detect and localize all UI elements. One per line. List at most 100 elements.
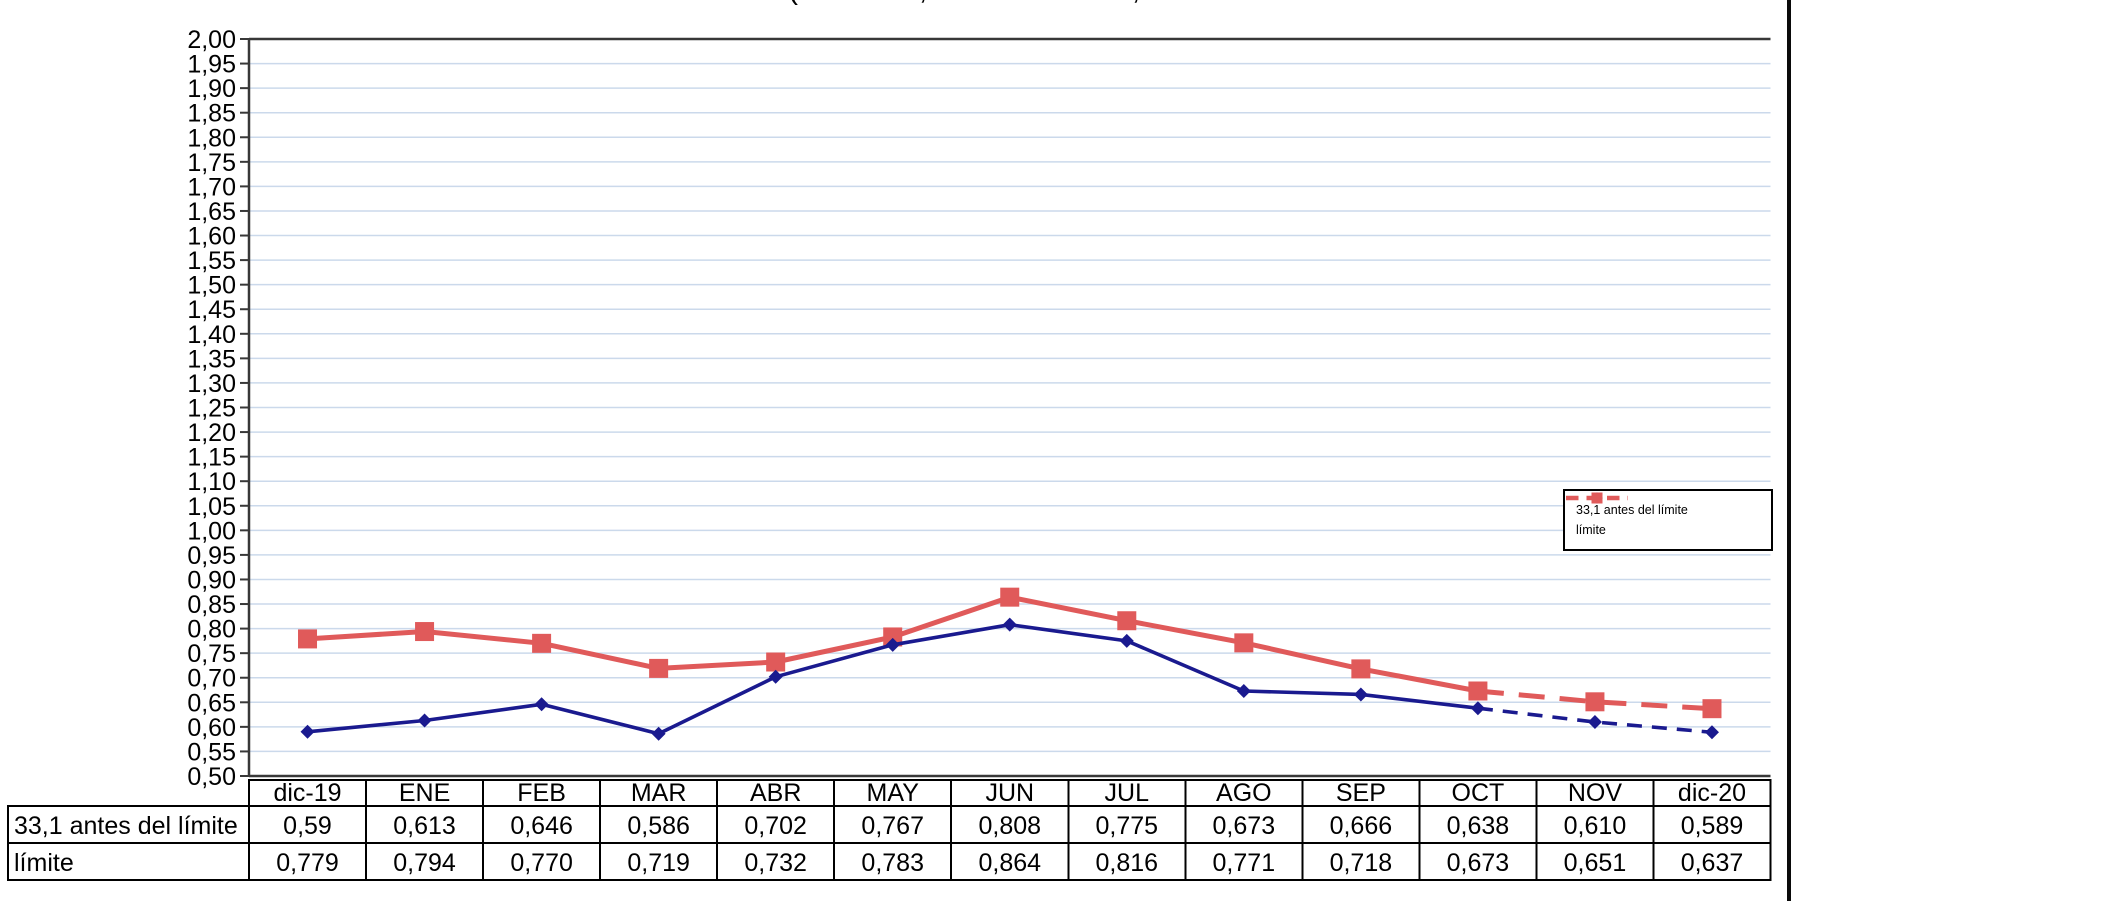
table-value-cell: 0,589 [1681,812,1744,840]
table-header-cell: OCT [1452,779,1505,807]
page-divider-line [1787,0,1791,901]
table-header-cell: FEB [517,779,566,807]
table-value-cell: 0,771 [1213,849,1276,877]
table-value-cell: 0,651 [1564,849,1627,877]
table-header-cell: JUL [1105,779,1150,807]
y-axis-label: 0,95 [187,542,236,570]
table-value-cell: 0,783 [861,849,924,877]
y-axis-label: 1,35 [187,345,236,373]
table-value-cell: 0,794 [393,849,456,877]
table-header-cell: dic-19 [273,779,341,807]
diamond-marker [885,637,900,652]
table-header-cell: ABR [750,779,801,807]
table-value-cell: 0,59 [283,812,332,840]
diamond-marker [1236,683,1251,698]
table-value-cell: 0,767 [861,812,924,840]
table-row-label: límite [14,849,74,877]
square-marker [415,622,435,642]
y-axis-label: 1,70 [187,173,236,201]
diamond-marker [1470,701,1485,716]
diamond-marker [1119,633,1134,648]
square-marker [1585,692,1605,712]
y-axis-label: 1,10 [187,468,236,496]
table-value-cell: 0,637 [1681,849,1744,877]
series-line-dashed-projection [1477,706,1713,735]
y-axis-label: 1,05 [187,493,236,521]
table-header-cell: MAR [631,779,687,807]
table-value-cell: 0,779 [276,849,339,877]
y-axis-label: 0,85 [187,591,236,619]
y-axis-label: 1,55 [187,247,236,275]
y-axis-label: 1,20 [187,419,236,447]
table-value-cell: 0,586 [627,812,690,840]
y-axis-label: 1,50 [187,272,236,300]
table-header-cell: MAY [867,779,920,807]
y-axis-label: 1,65 [187,198,236,226]
table-header-cell: NOV [1568,779,1623,807]
y-axis-label: 1,15 [187,444,236,472]
y-axis-label: 0,60 [187,714,236,742]
square-marker [1351,659,1371,679]
diamond-marker [651,726,666,741]
table-header-cell: dic-20 [1678,779,1746,807]
table-value-cell: 0,702 [744,812,807,840]
square-marker [1000,587,1020,607]
cropped-title-fragment: ( [788,0,798,6]
legend-item: límite [1566,492,1771,537]
legend-label: límite [1576,522,1606,537]
diamond-marker [534,697,549,712]
y-axis-label: 1,95 [187,51,236,79]
table-value-cell: 0,816 [1096,849,1159,877]
table-value-cell: 0,613 [393,812,456,840]
square-marker [649,658,669,678]
table-value-cell: 0,673 [1447,849,1510,877]
square-marker [766,652,786,672]
y-axis-label: 1,80 [187,124,236,152]
y-axis-label: 0,80 [187,616,236,644]
diamond-marker [417,713,432,728]
y-axis-label: 1,30 [187,370,236,398]
data-table [7,779,1772,881]
y-axis-label: 1,25 [187,395,236,423]
legend-label: 33,1 antes del límite [1576,503,1688,517]
square-marker [1117,611,1137,631]
table-value-cell: 0,718 [1330,849,1393,877]
y-axis-label: 1,45 [187,296,236,324]
cropped-title-fragment: , [1132,0,1140,6]
table-value-cell: 0,646 [510,812,573,840]
legend-swatch-dashed-square-icon [1566,492,1628,504]
y-axis-label: 0,70 [187,665,236,693]
y-axis-label: 1,00 [187,517,236,545]
table-value-cell: 0,770 [510,849,573,877]
table-value-cell: 0,864 [978,849,1041,877]
square-marker [1468,681,1488,701]
table-value-cell: 0,732 [744,849,807,877]
table-value-cell: 0,719 [627,849,690,877]
legend-item: 33,1 antes del límite [1566,492,1771,517]
table-row-label: 33,1 antes del límite [14,812,238,840]
square-marker [298,629,318,649]
y-axis-label: 1,60 [187,223,236,251]
y-axis-label: 0,75 [187,640,236,668]
y-axis-label: 1,40 [187,321,236,349]
diamond-marker [1353,687,1368,702]
diamond-marker [300,724,315,739]
table-value-cell: 0,610 [1564,812,1627,840]
table-value-cell: 0,808 [978,812,1041,840]
table-value-cell: 0,638 [1447,812,1510,840]
table-value-cell: 0,775 [1096,812,1159,840]
square-marker [1234,633,1254,653]
y-axis-label: 0,65 [187,689,236,717]
y-axis-label: 0,55 [187,738,236,766]
y-axis-label: 2,00 [187,26,236,54]
square-marker [883,627,903,647]
y-axis-label: 1,90 [187,75,236,103]
square-marker [1702,699,1722,719]
legend[interactable]: 33,1 antes del límite límite [1563,489,1773,551]
table-header-cell: ENE [399,779,450,807]
table-header-cell: SEP [1336,779,1386,807]
cropped-title-fragment: , [919,0,927,6]
diamond-marker [768,669,783,684]
